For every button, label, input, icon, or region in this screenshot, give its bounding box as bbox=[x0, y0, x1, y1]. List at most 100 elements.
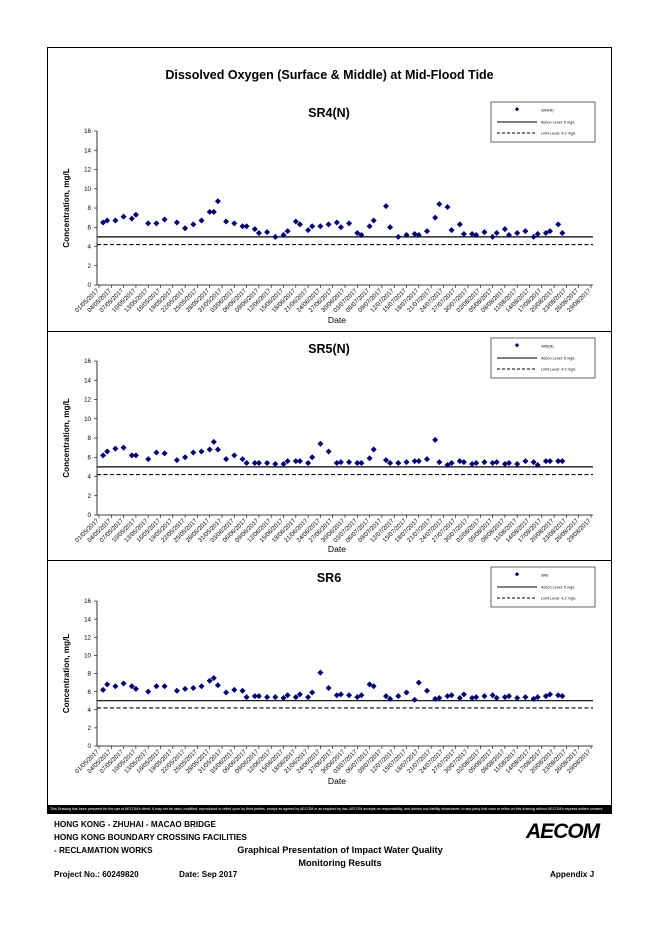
data-point bbox=[198, 683, 205, 690]
data-point bbox=[264, 694, 271, 701]
footer-drawing-title-line2: Monitoring Results bbox=[298, 858, 382, 868]
y-tick-label: 2 bbox=[88, 725, 92, 732]
data-point bbox=[366, 223, 373, 230]
data-point bbox=[559, 693, 566, 700]
data-point bbox=[161, 683, 168, 690]
data-point bbox=[255, 693, 262, 700]
data-point bbox=[251, 693, 258, 700]
data-point bbox=[264, 460, 271, 467]
data-point bbox=[522, 694, 529, 701]
data-point bbox=[206, 677, 213, 684]
data-point bbox=[555, 221, 562, 228]
data-point bbox=[411, 230, 418, 237]
data-point bbox=[456, 694, 463, 701]
data-point bbox=[325, 685, 332, 691]
data-point bbox=[309, 454, 316, 461]
data-point bbox=[104, 448, 111, 455]
legend-label-series: SR6 bbox=[541, 574, 548, 578]
data-point bbox=[506, 231, 512, 238]
y-tick-label: 8 bbox=[88, 435, 92, 442]
data-point bbox=[456, 458, 463, 465]
chart-title: SR6 bbox=[317, 571, 341, 585]
data-point bbox=[559, 230, 566, 237]
data-point bbox=[395, 460, 402, 467]
legend-label-action: Action Level: 5 mg/L bbox=[541, 586, 575, 590]
data-point bbox=[358, 460, 365, 467]
data-point bbox=[214, 682, 221, 689]
y-tick-label: 8 bbox=[88, 671, 92, 678]
data-point bbox=[317, 669, 324, 676]
data-point bbox=[415, 231, 422, 238]
data-point bbox=[161, 216, 168, 223]
data-point bbox=[489, 233, 496, 240]
data-point bbox=[522, 458, 529, 465]
data-point bbox=[243, 460, 250, 467]
chart-title: SR4(N) bbox=[308, 106, 350, 120]
y-tick-label: 2 bbox=[88, 263, 92, 270]
data-point bbox=[469, 460, 476, 467]
footer-drawing-title-line1: Graphical Presentation of Impact Water Q… bbox=[237, 845, 443, 855]
data-point bbox=[370, 217, 377, 224]
data-point bbox=[387, 224, 394, 231]
data-point bbox=[239, 456, 246, 463]
data-point bbox=[473, 460, 480, 467]
data-point bbox=[317, 440, 324, 447]
data-point bbox=[280, 460, 287, 467]
data-point bbox=[436, 201, 443, 208]
data-point bbox=[481, 693, 488, 700]
legend: SR6 Action Level: 5 mg/L Limit Level: 4.2 … bbox=[490, 566, 596, 608]
data-point bbox=[337, 224, 344, 231]
data-point bbox=[132, 452, 139, 459]
data-point bbox=[555, 692, 562, 699]
y-tick-label: 16 bbox=[84, 128, 91, 135]
data-point bbox=[243, 223, 250, 230]
data-point bbox=[145, 688, 152, 695]
footer-project-line2: HONG KONG BOUNDARY CROSSING FACILITIES bbox=[54, 833, 247, 842]
data-point bbox=[128, 452, 135, 459]
data-point bbox=[190, 685, 197, 691]
data-point bbox=[530, 233, 537, 240]
data-point bbox=[473, 231, 480, 238]
y-tick-label: 10 bbox=[84, 186, 91, 193]
data-point bbox=[210, 438, 217, 445]
data-point bbox=[280, 694, 287, 701]
y-tick-label: 10 bbox=[84, 416, 91, 423]
data-point bbox=[182, 225, 189, 232]
panel-divider bbox=[47, 331, 612, 332]
data-point bbox=[145, 220, 152, 227]
y-tick-label: 6 bbox=[88, 454, 92, 461]
y-tick-label: 14 bbox=[84, 377, 91, 384]
data-point bbox=[128, 683, 135, 690]
data-point bbox=[223, 218, 230, 225]
data-point bbox=[210, 675, 217, 682]
data-point bbox=[292, 218, 299, 225]
data-point bbox=[120, 680, 127, 687]
data-point bbox=[214, 446, 221, 453]
data-point bbox=[112, 445, 119, 452]
data-point bbox=[436, 694, 443, 701]
y-axis-label: Concentration, mg/L bbox=[62, 634, 71, 714]
data-point bbox=[132, 685, 139, 692]
data-point bbox=[444, 204, 451, 211]
data-point bbox=[534, 694, 541, 701]
y-tick-label: 16 bbox=[84, 598, 91, 605]
footer-appendix: Appendix J bbox=[550, 870, 595, 879]
data-point bbox=[251, 460, 258, 467]
data-point bbox=[366, 455, 373, 462]
chart-panel-sr6: SR6 SR6 Action Level: 5 mg/L Limit Level: 4… bbox=[47, 562, 612, 792]
data-point bbox=[514, 230, 521, 237]
legend: SR4(N) Action Level: 5 mg/L Limit Level: 4… bbox=[490, 101, 596, 143]
legend-marker bbox=[514, 343, 520, 348]
legend-marker bbox=[514, 107, 520, 112]
data-point bbox=[284, 692, 291, 699]
footer-date: Date: Sep 2017 bbox=[179, 870, 238, 879]
data-point bbox=[153, 449, 160, 456]
data-point bbox=[272, 233, 279, 240]
data-point bbox=[354, 230, 361, 237]
y-tick-label: 10 bbox=[84, 653, 91, 660]
data-point bbox=[243, 694, 250, 701]
data-point bbox=[460, 691, 467, 698]
data-point bbox=[231, 220, 238, 227]
data-point bbox=[542, 693, 549, 700]
data-point bbox=[473, 694, 480, 701]
